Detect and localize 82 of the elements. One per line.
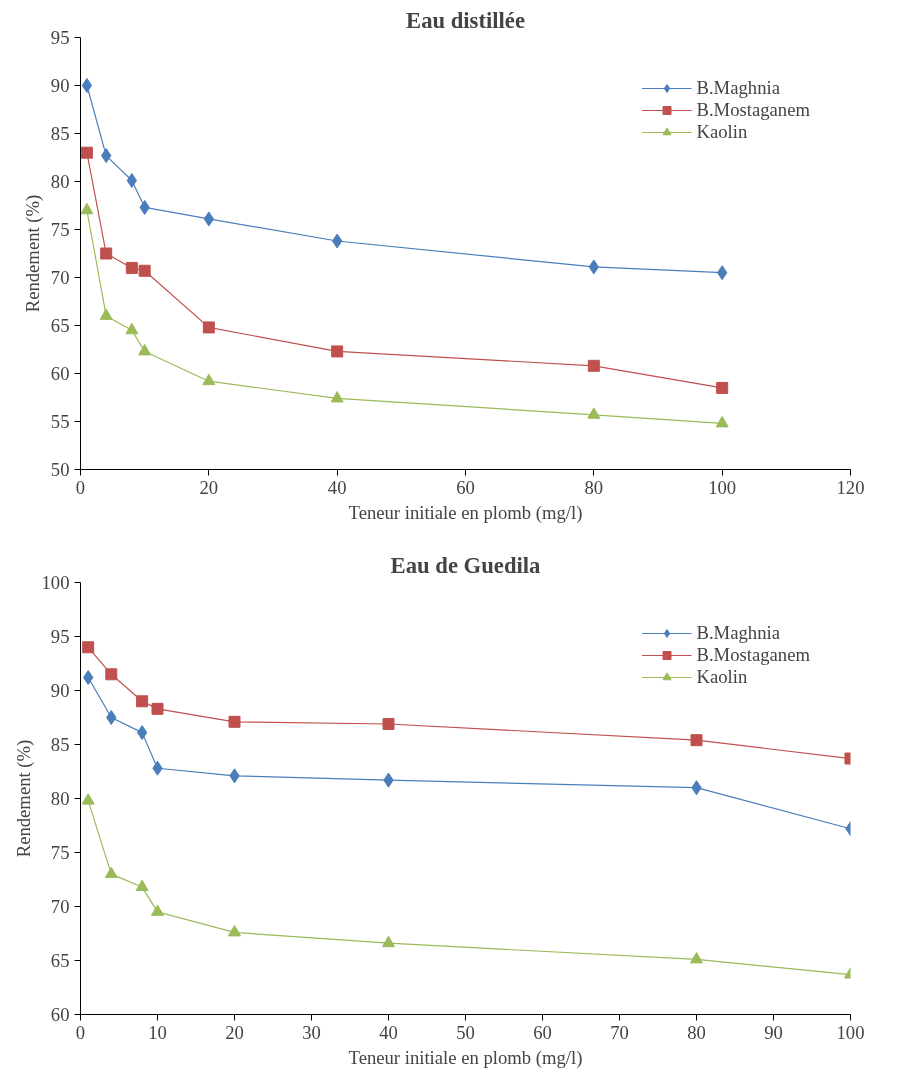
point <box>136 695 149 708</box>
point <box>228 924 241 937</box>
point <box>138 343 152 356</box>
y-axis-title: Rendement (%) <box>12 739 35 858</box>
x-tick-label: 70 <box>610 1021 629 1043</box>
point <box>100 247 113 260</box>
point <box>587 407 601 419</box>
point <box>330 391 344 403</box>
point <box>125 261 138 274</box>
legend-label: Kaolin <box>696 666 748 688</box>
point <box>80 202 94 215</box>
x-tick-label: 0 <box>75 476 86 498</box>
point <box>228 715 241 728</box>
point <box>135 879 149 892</box>
y-tick-label: 85 <box>50 734 70 755</box>
legend-label: B.Mostaganem <box>696 99 810 121</box>
y-tick-label: 90 <box>50 75 70 96</box>
point <box>382 717 395 730</box>
y-tick-label: 70 <box>50 267 70 288</box>
x-axis-title: Teneur initiale en plomb (mg/l) <box>348 501 583 524</box>
point <box>105 668 118 681</box>
point <box>716 381 729 394</box>
x-axis-title: Teneur initiale en plomb (mg/l) <box>348 1046 583 1069</box>
legend-label: B.Mostaganem <box>696 644 810 666</box>
y-tick-label: 60 <box>50 1004 70 1025</box>
legend-label: B.Maghnia <box>696 77 780 99</box>
y-tick-label: 65 <box>50 315 70 336</box>
y-tick-label: 100 <box>41 572 70 593</box>
point <box>331 345 344 358</box>
point <box>151 904 164 916</box>
y-tick-label: 75 <box>50 219 70 240</box>
x-tick-label: 80 <box>584 476 604 498</box>
point <box>138 264 151 277</box>
legend-label: Kaolin <box>696 121 748 143</box>
point <box>106 710 117 725</box>
y-tick-label: 95 <box>50 626 70 647</box>
x-tick-label: 30 <box>302 1021 321 1043</box>
x-tick-label: 100 <box>836 1021 865 1043</box>
x-tick-label: 20 <box>199 476 219 498</box>
x-tick-label: 80 <box>687 1021 706 1043</box>
x-tick-label: 60 <box>456 476 475 498</box>
y-tick-label: 60 <box>50 363 70 384</box>
x-tick-label: 90 <box>764 1021 783 1043</box>
x-tick-label: 40 <box>379 1021 398 1043</box>
x-tick-label: 120 <box>836 476 865 498</box>
point <box>690 951 703 964</box>
point <box>690 734 703 747</box>
point <box>81 793 95 805</box>
y-tick-label: 80 <box>50 171 70 192</box>
point <box>715 415 729 428</box>
point <box>80 146 93 159</box>
y-tick-label: 70 <box>50 896 70 917</box>
point <box>99 308 113 320</box>
x-tick-label: 40 <box>327 476 347 498</box>
point <box>202 321 215 334</box>
y-tick-label: 85 <box>50 123 70 144</box>
x-tick-label: 50 <box>456 1021 475 1043</box>
x-tick-label: 20 <box>225 1021 244 1043</box>
point <box>382 935 395 948</box>
y-tick-label: 90 <box>50 680 70 701</box>
y-tick-label: 95 <box>50 27 70 48</box>
legend-label: B.Maghnia <box>696 622 780 644</box>
y-tick-label: 80 <box>50 788 70 809</box>
y-tick-label: 75 <box>50 842 70 863</box>
point <box>125 322 139 335</box>
x-tick-label: 60 <box>533 1021 552 1043</box>
point <box>587 359 600 372</box>
chart-title: Eau de Guedila <box>390 552 541 578</box>
point <box>81 78 93 93</box>
point <box>151 702 164 715</box>
y-tick-label: 65 <box>50 950 70 971</box>
chart-title: Eau distillée <box>406 7 525 33</box>
point <box>104 866 118 879</box>
x-tick-label: 0 <box>75 1021 86 1043</box>
point <box>136 725 148 741</box>
x-tick-label: 10 <box>148 1021 167 1043</box>
x-tick-label: 100 <box>708 476 737 498</box>
point <box>202 373 216 386</box>
y-axis-title: Rendement (%) <box>21 194 44 313</box>
point <box>82 641 95 654</box>
y-tick-label: 50 <box>50 459 70 480</box>
y-tick-label: 55 <box>50 411 70 432</box>
